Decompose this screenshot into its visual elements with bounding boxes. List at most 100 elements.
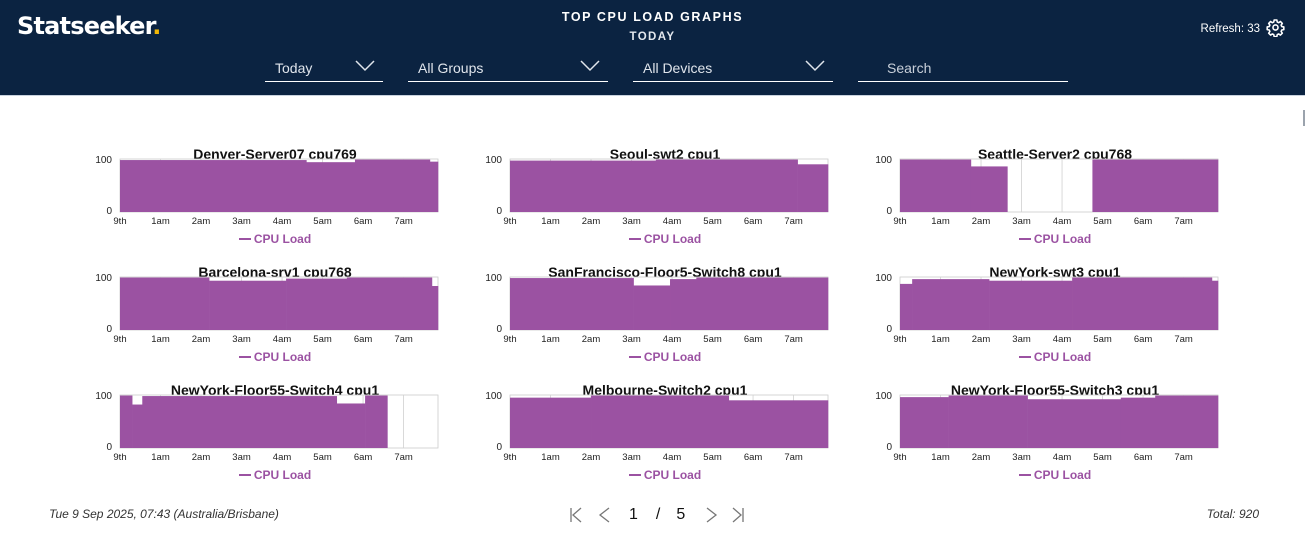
cpu-load-area (1092, 159, 1219, 212)
x-tick-label: 3am (1012, 452, 1031, 463)
cpu-load-area (209, 280, 287, 330)
legend-swatch (238, 355, 251, 358)
cpu-load-area (120, 395, 133, 448)
gear-icon[interactable] (1266, 18, 1285, 40)
chart-title: Melbourne-Switch2 cpu1 (582, 382, 748, 398)
total-pages: 5 (676, 506, 686, 523)
x-tick-label: 1am (931, 452, 950, 463)
cpu-load-area (365, 395, 388, 448)
x-tick-label: 1am (541, 334, 560, 345)
y-tick-label: 100 (875, 391, 892, 402)
legend-label: CPU Load (1033, 350, 1092, 364)
legend-swatch (628, 473, 641, 476)
cpu-load-area (510, 278, 634, 330)
x-tick-label: 6am (744, 216, 763, 227)
x-tick-label: 4am (1053, 216, 1072, 227)
prev-page-icon (598, 507, 610, 523)
x-tick-label: 5am (313, 334, 332, 345)
chart-legend[interactable]: CPU Load (110, 468, 440, 482)
app-header: Statseeker. TOP CPU LOAD GRAPHS TODAY Re… (0, 0, 1305, 96)
legend-swatch (628, 355, 641, 358)
last-page-button[interactable] (727, 505, 749, 525)
x-tick-label: 9th (113, 334, 126, 345)
page-separator: / (655, 506, 661, 523)
x-tick-label: 4am (1053, 334, 1072, 345)
cpu-load-chart: Denver-Server07 cpu769 100 0 9th 1am 2am 3am 4a… (90, 140, 450, 250)
y-tick-label: 100 (95, 273, 112, 284)
current-page[interactable]: 1 (629, 506, 638, 523)
cpu-load-area (120, 277, 210, 330)
chart-legend[interactable]: CPU Load (500, 232, 830, 246)
x-tick-label: 3am (622, 216, 641, 227)
x-tick-label: 1am (931, 334, 950, 345)
x-tick-label: 5am (1093, 216, 1112, 227)
chart-title: Barcelona-srv1 cpu768 (198, 264, 352, 280)
refresh-label: Refresh: 33 (1200, 23, 1260, 35)
legend-label: CPU Load (253, 468, 312, 482)
chart-legend[interactable]: CPU Load (110, 350, 440, 364)
legend-label: CPU Load (1033, 232, 1092, 246)
y-tick-label: 100 (875, 155, 892, 166)
first-page-button[interactable] (565, 505, 587, 525)
x-tick-label: 5am (703, 334, 722, 345)
x-tick-label: 4am (273, 216, 292, 227)
x-tick-label: 3am (1012, 334, 1031, 345)
cpu-load-area (1027, 399, 1122, 448)
logo-dot: . (152, 12, 161, 40)
cpu-load-area (142, 396, 338, 448)
groups-select[interactable]: All Groups (408, 56, 608, 82)
prev-page-button[interactable] (593, 505, 615, 525)
x-tick-label: 7am (784, 452, 803, 463)
y-tick-label: 0 (496, 324, 502, 335)
search-input[interactable] (858, 56, 1068, 80)
cpu-load-area (1072, 277, 1213, 330)
chart-legend[interactable]: CPU Load (110, 232, 440, 246)
last-page-icon (732, 507, 744, 523)
time-range-select[interactable]: Today (265, 56, 383, 82)
x-tick-label: 1am (151, 334, 170, 345)
x-tick-label: 6am (354, 452, 373, 463)
logo-text: Statseeker (17, 12, 153, 40)
x-tick-label: 9th (893, 216, 906, 227)
cpu-load-chart: NewYork-swt3 cpu1 100 0 9th 1am 2am 3am 4am 5am 6… (870, 258, 1230, 368)
current-timestamp: Tue 9 Sep 2025, 07:43 (Australia/Brisban… (49, 507, 279, 521)
x-tick-label: 9th (893, 452, 906, 463)
x-tick-label: 3am (622, 334, 641, 345)
x-tick-label: 7am (394, 216, 413, 227)
x-tick-label: 6am (1134, 216, 1153, 227)
chart-legend[interactable]: CPU Load (500, 350, 830, 364)
devices-select[interactable]: All Devices (633, 56, 833, 82)
cpu-load-area (1155, 395, 1219, 448)
chart-legend[interactable]: CPU Load (500, 468, 830, 482)
x-tick-label: 6am (744, 452, 763, 463)
cpu-load-area (797, 164, 829, 212)
x-tick-label: 2am (972, 334, 991, 345)
cpu-load-chart: Seoul-swt2 cpu1 100 0 9th 1am 2am 3am 4am 5am 6am… (480, 140, 840, 250)
next-page-button[interactable] (701, 505, 723, 525)
legend-label: CPU Load (643, 232, 702, 246)
cpu-load-chart: NewYork-Floor55-Switch4 cpu1 100 0 9th 1am 2a… (90, 376, 450, 486)
y-tick-label: 100 (485, 391, 502, 402)
chart-legend[interactable]: CPU Load (890, 350, 1220, 364)
statseeker-logo[interactable]: Statseeker. (17, 12, 161, 40)
legend-label: CPU Load (253, 350, 312, 364)
first-page-icon (570, 507, 582, 523)
chart-title: NewYork-Floor55-Switch3 cpu1 (950, 382, 1160, 398)
chart-legend[interactable]: CPU Load (890, 468, 1220, 482)
x-tick-label: 1am (541, 216, 560, 227)
groups-value: All Groups (418, 60, 484, 76)
x-tick-label: 4am (663, 334, 682, 345)
chart-title: NewYork-swt3 cpu1 (989, 264, 1121, 280)
legend-swatch (238, 237, 251, 240)
chart-legend[interactable]: CPU Load (890, 232, 1220, 246)
x-tick-label: 2am (972, 216, 991, 227)
search-field[interactable] (858, 56, 1068, 82)
x-tick-label: 2am (582, 334, 601, 345)
scrollbar-handle[interactable] (1303, 110, 1305, 126)
chevron-down-icon (580, 60, 600, 72)
legend-label: CPU Load (643, 468, 702, 482)
y-tick-label: 100 (485, 273, 502, 284)
cpu-load-area (912, 279, 990, 330)
